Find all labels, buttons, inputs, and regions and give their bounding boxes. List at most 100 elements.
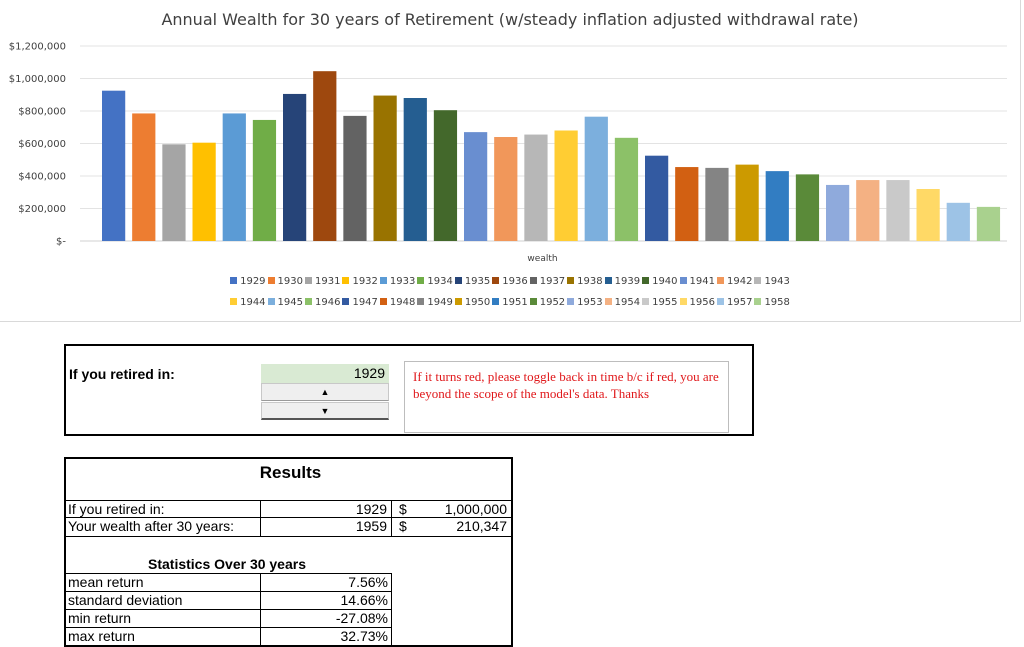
legend-label: 1947 bbox=[352, 297, 378, 308]
legend-swatch bbox=[529, 298, 537, 305]
legend-label: 1940 bbox=[652, 276, 678, 287]
y-tick-label: $1,000,000 bbox=[9, 74, 66, 85]
bar-chart: $- $200,000 $400,000 $600,000 $800,000 $1,000… bbox=[9, 42, 1007, 264]
bar-1951 bbox=[765, 171, 789, 241]
legend-label: 1956 bbox=[689, 297, 715, 308]
legend-label: 1929 bbox=[240, 276, 266, 287]
legend-swatch bbox=[305, 277, 312, 284]
retirement-year-input-panel: If you retired in: 1929 ▲ ▼ If it turns … bbox=[64, 344, 754, 436]
results-title: Results bbox=[259, 463, 322, 482]
grid-line bbox=[66, 500, 513, 501]
year-increment-button[interactable]: ▲ bbox=[261, 383, 389, 401]
retired-year-label: If you retired in: bbox=[69, 366, 175, 382]
legend-swatch bbox=[679, 298, 687, 305]
chart-panel: Annual Wealth for 30 years of Retirement… bbox=[0, 0, 1021, 322]
bar-1954 bbox=[856, 180, 880, 241]
legend-swatch bbox=[716, 298, 724, 305]
bar-1935 bbox=[283, 93, 307, 241]
legend-swatch bbox=[716, 277, 724, 284]
legend-swatch bbox=[604, 277, 612, 284]
legend-item-1933: 1933 bbox=[379, 276, 416, 287]
result-label-wealth: Your wealth after 30 years: bbox=[68, 518, 235, 534]
stat-value-min: -27.08% bbox=[335, 610, 388, 626]
legend-label: 1950 bbox=[464, 297, 491, 308]
legend-item-1948: 1948 bbox=[379, 297, 415, 308]
stat-label-mean: mean return bbox=[68, 574, 144, 590]
chart-title: Annual Wealth for 30 years of Retirement… bbox=[161, 10, 859, 29]
legend-label: 1939 bbox=[614, 276, 641, 287]
legend-item-1932: 1932 bbox=[342, 276, 378, 287]
bar-1932 bbox=[192, 142, 216, 241]
legend-item-1952: 1952 bbox=[529, 297, 566, 308]
legend-label: 1958 bbox=[764, 297, 790, 308]
legend-item-1954: 1954 bbox=[604, 297, 641, 308]
legend-item-1957: 1957 bbox=[716, 297, 752, 308]
legend-label: 1938 bbox=[577, 276, 603, 287]
legend-label: 1942 bbox=[726, 276, 753, 287]
legend-label: 1953 bbox=[577, 297, 603, 308]
result-year-retired: 1929 bbox=[355, 501, 387, 517]
legend-swatch bbox=[417, 298, 425, 305]
bar-1937 bbox=[343, 115, 367, 241]
bar-1942 bbox=[494, 137, 518, 241]
result-currency-wealth: $ bbox=[399, 518, 407, 534]
legend-label: 1937 bbox=[539, 276, 566, 287]
bar-1944 bbox=[554, 130, 578, 241]
legend-item-1945: 1945 bbox=[267, 297, 303, 308]
bar-1953 bbox=[826, 184, 850, 241]
legend-swatch bbox=[454, 298, 462, 305]
bar-1949 bbox=[705, 167, 729, 241]
stat-value-mean: 7.56% bbox=[348, 574, 388, 590]
result-currency-retired: $ bbox=[399, 501, 407, 517]
y-tick-label: $- bbox=[56, 237, 66, 248]
legend-swatch bbox=[567, 277, 575, 284]
arrow-up-icon: ▲ bbox=[320, 387, 330, 397]
bar-1950 bbox=[735, 164, 759, 241]
grid-line bbox=[66, 627, 392, 628]
year-decrement-button[interactable]: ▼ bbox=[261, 402, 389, 420]
legend-label: 1954 bbox=[614, 297, 641, 308]
legend-item-1931: 1931 bbox=[305, 276, 340, 287]
legend-swatch bbox=[679, 277, 687, 284]
warning-note: If it turns red, please toggle back in t… bbox=[404, 361, 729, 433]
legend-label: 1949 bbox=[427, 297, 453, 308]
legend-swatch bbox=[604, 298, 612, 305]
legend-swatch bbox=[230, 298, 238, 305]
bar-1938 bbox=[373, 95, 397, 241]
legend-swatch bbox=[342, 298, 350, 305]
legend-swatch bbox=[267, 298, 275, 305]
legend-swatch bbox=[492, 277, 500, 284]
bar-1934 bbox=[252, 119, 277, 241]
results-panel: Results If you retired in: 1929 $ 1,000,… bbox=[64, 457, 513, 647]
stat-label-min: min return bbox=[68, 610, 132, 626]
legend-swatch bbox=[492, 298, 500, 305]
legend-item-1937: 1937 bbox=[529, 276, 566, 287]
legend-label: 1931 bbox=[315, 276, 341, 287]
grid-line bbox=[391, 500, 392, 536]
legend-swatch bbox=[230, 277, 238, 284]
retired-year-cell[interactable]: 1929 bbox=[261, 364, 389, 383]
legend-item-1929: 1929 bbox=[230, 276, 266, 287]
legend-item-1939: 1939 bbox=[604, 276, 641, 287]
legend-item-1951: 1951 bbox=[492, 297, 528, 308]
bar-1958 bbox=[976, 206, 1001, 241]
legend-item-1941: 1941 bbox=[679, 276, 715, 287]
legend-item-1938: 1938 bbox=[567, 276, 603, 287]
bar-1943 bbox=[524, 134, 548, 241]
bar-1956 bbox=[916, 189, 940, 241]
bar-1957 bbox=[946, 202, 970, 241]
legend-item-1955: 1955 bbox=[642, 297, 678, 308]
legend-label: 1932 bbox=[352, 276, 378, 287]
legend-item-1934: 1934 bbox=[417, 276, 453, 287]
grid-line bbox=[66, 609, 392, 610]
legend-label: 1933 bbox=[389, 276, 416, 287]
legend-label: 1951 bbox=[502, 297, 528, 308]
legend-label: 1952 bbox=[539, 297, 566, 308]
stat-value-stdev: 14.66% bbox=[340, 592, 388, 608]
result-year-wealth: 1959 bbox=[355, 518, 387, 534]
legend-item-1936: 1936 bbox=[492, 276, 528, 287]
legend-swatch bbox=[379, 277, 387, 284]
legend-swatch bbox=[754, 298, 762, 305]
legend-swatch bbox=[642, 298, 650, 305]
legend-item-1935: 1935 bbox=[454, 276, 490, 287]
